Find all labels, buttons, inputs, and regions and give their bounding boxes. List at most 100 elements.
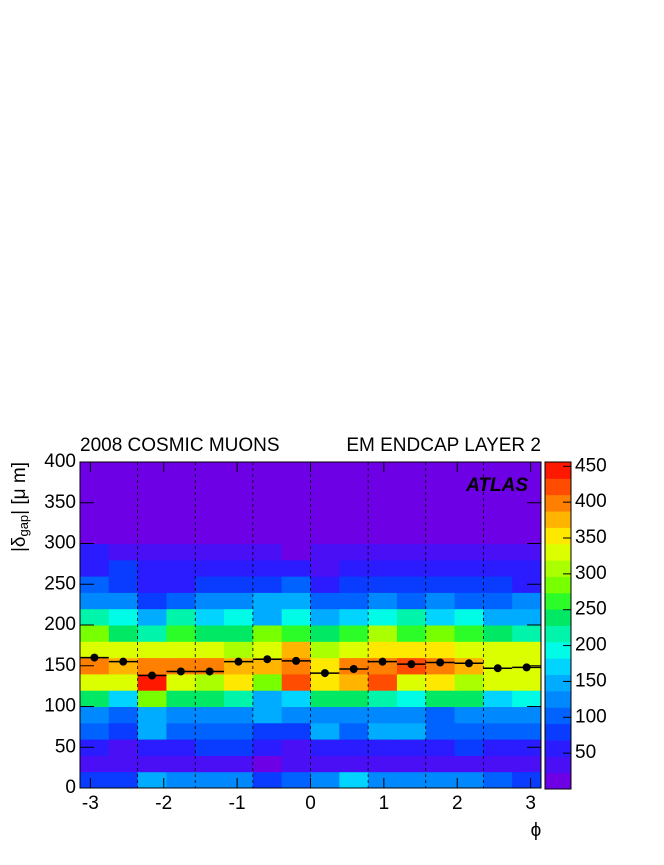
heat-cell [368,608,398,626]
heat-cell [281,462,311,479]
heat-cell [396,706,427,724]
heat-cell [166,755,196,773]
heat-cell [281,771,311,789]
heat-cell [166,657,196,675]
heat-cell [339,771,369,789]
heat-cell [224,592,254,610]
heat-cell [166,625,196,642]
x-tick-label: -2 [155,793,172,814]
heat-cell [195,706,225,724]
heat-cell [195,739,225,756]
heat-cell [396,494,427,512]
heat-cell [166,559,196,577]
heat-cell [310,722,340,740]
profile-point [176,667,185,676]
heat-cell [166,739,196,756]
profile-point [349,665,358,674]
heat-cell [454,706,484,724]
z-tick-label: 250 [575,599,607,620]
heat-cell [252,527,283,544]
profile-point [148,671,157,680]
heat-cell [195,608,225,626]
heat-cell [108,722,139,740]
heat-cell [483,478,513,496]
heat-cell [396,510,427,528]
heat-cell [368,478,398,496]
heat-cell [339,576,369,593]
profile-point [320,669,329,678]
heat-cell [512,462,542,479]
heat-cell [396,690,427,707]
heat-cell [368,641,398,659]
x-tick-label: 0 [305,793,316,814]
heat-cell [80,576,110,593]
heat-cell [368,462,398,479]
z-tick-label: 300 [575,563,607,584]
heat-cell [195,755,225,773]
heat-cell [224,543,254,561]
heat-cell [339,592,369,610]
profile-point [119,657,128,666]
heat-cell [281,478,311,496]
heat-cell [396,673,427,691]
heat-cell [310,706,340,724]
heat-cell [281,673,311,691]
heat-cell [512,478,542,496]
y-tick-label: 200 [44,614,76,635]
heat-cell [425,527,456,544]
heat-cell [137,625,167,642]
heat-cell [483,543,513,561]
heat-cell [281,608,311,626]
profile-point [292,656,301,665]
heat-cell [454,592,484,610]
heat-cell [166,462,196,479]
heat-cell [108,494,139,512]
heat-cell [396,641,427,659]
profile-point [464,659,473,668]
heat-cell [483,755,513,773]
heat-cell [195,673,225,691]
heat-cell [454,462,484,479]
z-tick-label: 150 [575,670,607,691]
heat-cell [195,592,225,610]
heat-cell [281,510,311,528]
heat-cell [80,462,110,479]
heat-cell [108,592,139,610]
heat-cell [368,673,398,691]
heat-cell [166,673,196,691]
heat-cell [483,673,513,691]
heat-cell [137,510,167,528]
heat-cell [368,592,398,610]
heat-cell [137,494,167,512]
heat-cell [339,510,369,528]
heat-cell [310,690,340,707]
heat-cell [281,739,311,756]
heat-cell [195,510,225,528]
colorbar-cell [545,527,571,545]
heat-cell [195,527,225,544]
heat-cell [166,706,196,724]
profile-point [407,660,416,669]
heat-cell [483,739,513,756]
heat-cell [252,543,283,561]
heat-cell [281,559,311,577]
heat-cell [224,771,254,789]
heat-cell [224,527,254,544]
heat-cell [108,559,139,577]
heat-cell [512,608,542,626]
heat-cell [454,755,484,773]
heat-cell [454,494,484,512]
heat-cell [368,494,398,512]
y-tick-label: 400 [44,451,76,472]
heat-cell [425,755,456,773]
y-tick-label: 250 [44,573,76,594]
heat-cell [80,608,110,626]
heat-cell [396,527,427,544]
heat-cell [339,625,369,642]
heat-cell [512,527,542,544]
heat-cell [310,608,340,626]
heat-cell [339,755,369,773]
heat-cell [425,722,456,740]
heat-cell [108,771,139,789]
